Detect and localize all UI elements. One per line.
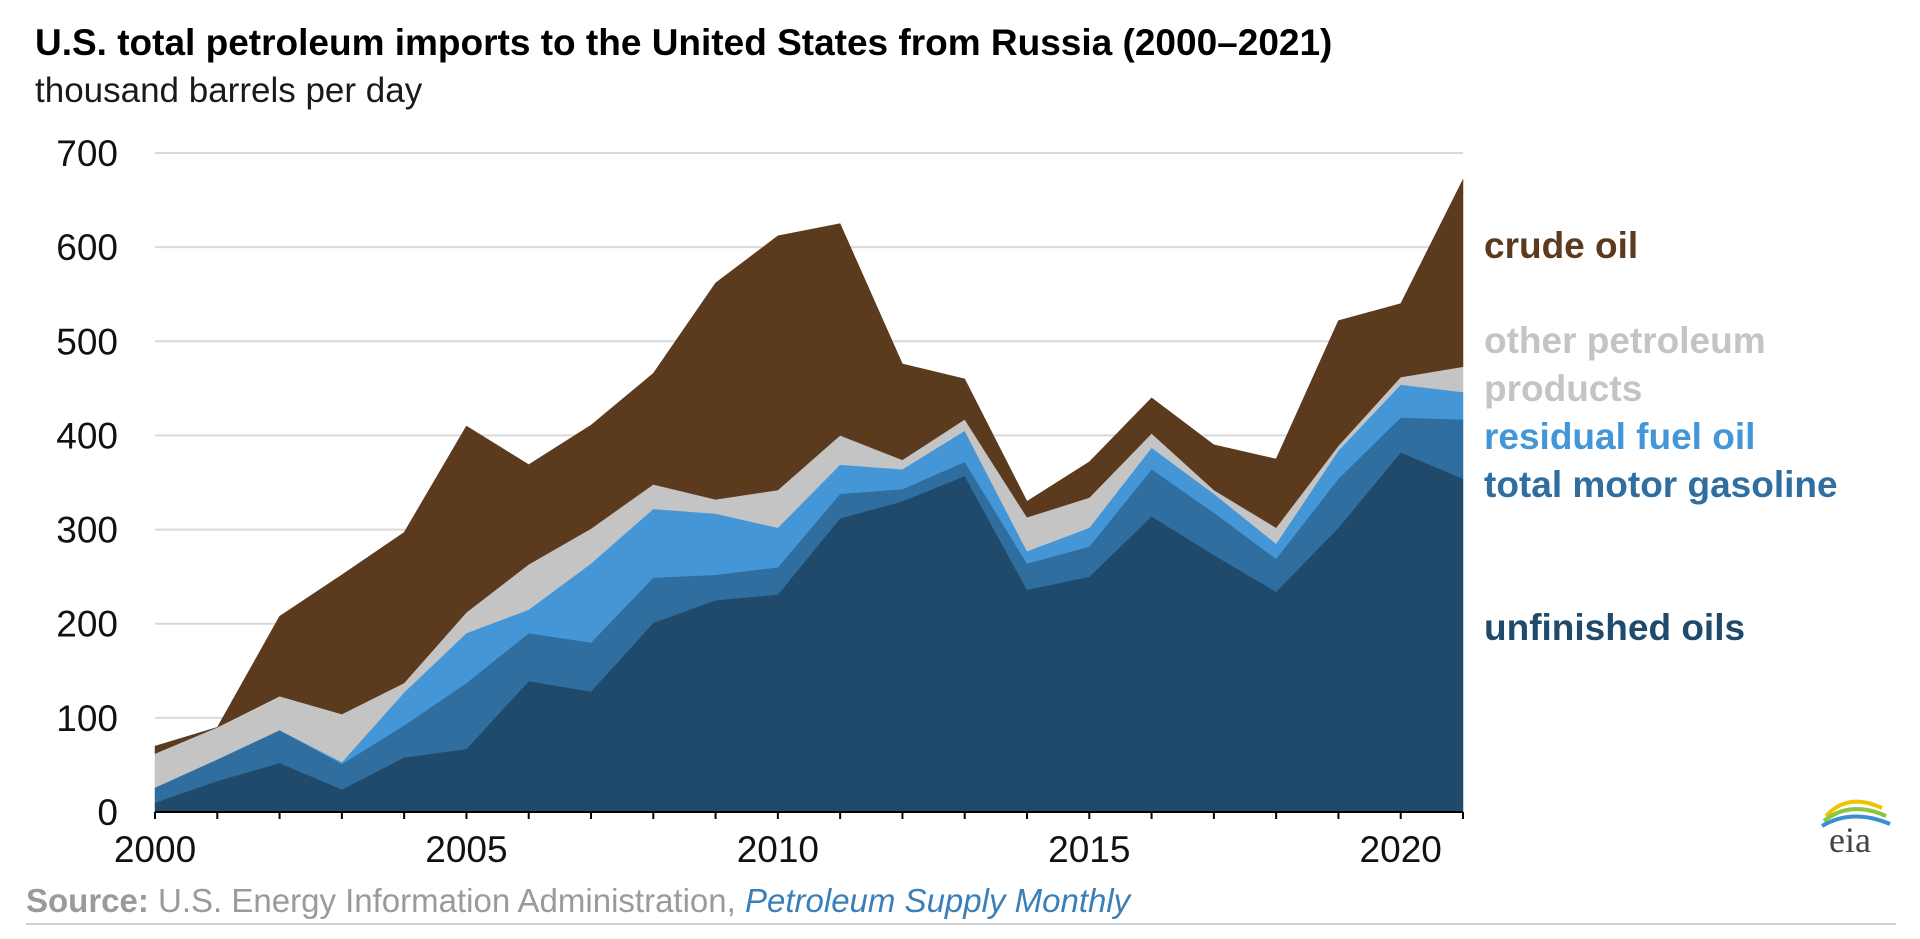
legend-label-crude: crude oil [1484,225,1638,266]
logo-arc-blue [1820,814,1891,828]
area-crude [154,179,1464,754]
y-tick-label: 400 [56,415,118,456]
legend-label-gasoline: total motor gasoline [1484,464,1838,505]
chart-title: U.S. total petroleum imports to the Unit… [35,22,1333,63]
y-tick-label: 600 [56,227,118,268]
eia-logo: eia [1820,799,1891,860]
y-tick-label: 0 [97,792,118,833]
x-tick-label: 2020 [1360,829,1442,870]
legend-label-residual: residual fuel oil [1484,416,1755,457]
logo-arc-yellow [1824,799,1883,818]
legend: crude oil other petroleum products residual… [1484,225,1838,648]
x-tick-label: 2005 [425,829,507,870]
legend-label-unfinished: unfinished oils [1484,607,1745,648]
x-tick-label: 2000 [114,829,196,870]
y-tick-label: 200 [56,604,118,645]
legend-label-other: other petroleum [1484,320,1766,361]
axes: 0 100 200 300 400 500 600 700 2000 2005 2010 2015 20… [56,133,1464,870]
y-tick-label: 700 [56,133,118,174]
source-link[interactable]: Petroleum Supply Monthly [744,882,1131,919]
source-note: Source: U.S. Energy Information Administ… [26,882,1130,920]
logo-arc-green [1822,807,1887,823]
x-tick-label: 2010 [737,829,819,870]
x-tick-label: 2015 [1048,829,1130,870]
legend-label-other: products [1484,368,1642,409]
source-text: U.S. Energy Information Administration, [148,882,745,919]
chart-subtitle: thousand barrels per day [35,71,423,110]
y-tick-label: 300 [56,510,118,551]
area-chart: 0 100 200 300 400 500 600 700 2000 2005 2010 2015 20… [56,133,1838,870]
y-tick-label: 100 [56,698,118,739]
y-tick-label: 500 [56,321,118,362]
footer-rule [26,923,1896,925]
source-label: Source: [26,882,149,919]
stacked-areas [154,179,1464,813]
logo-text: eia [1829,820,1871,860]
